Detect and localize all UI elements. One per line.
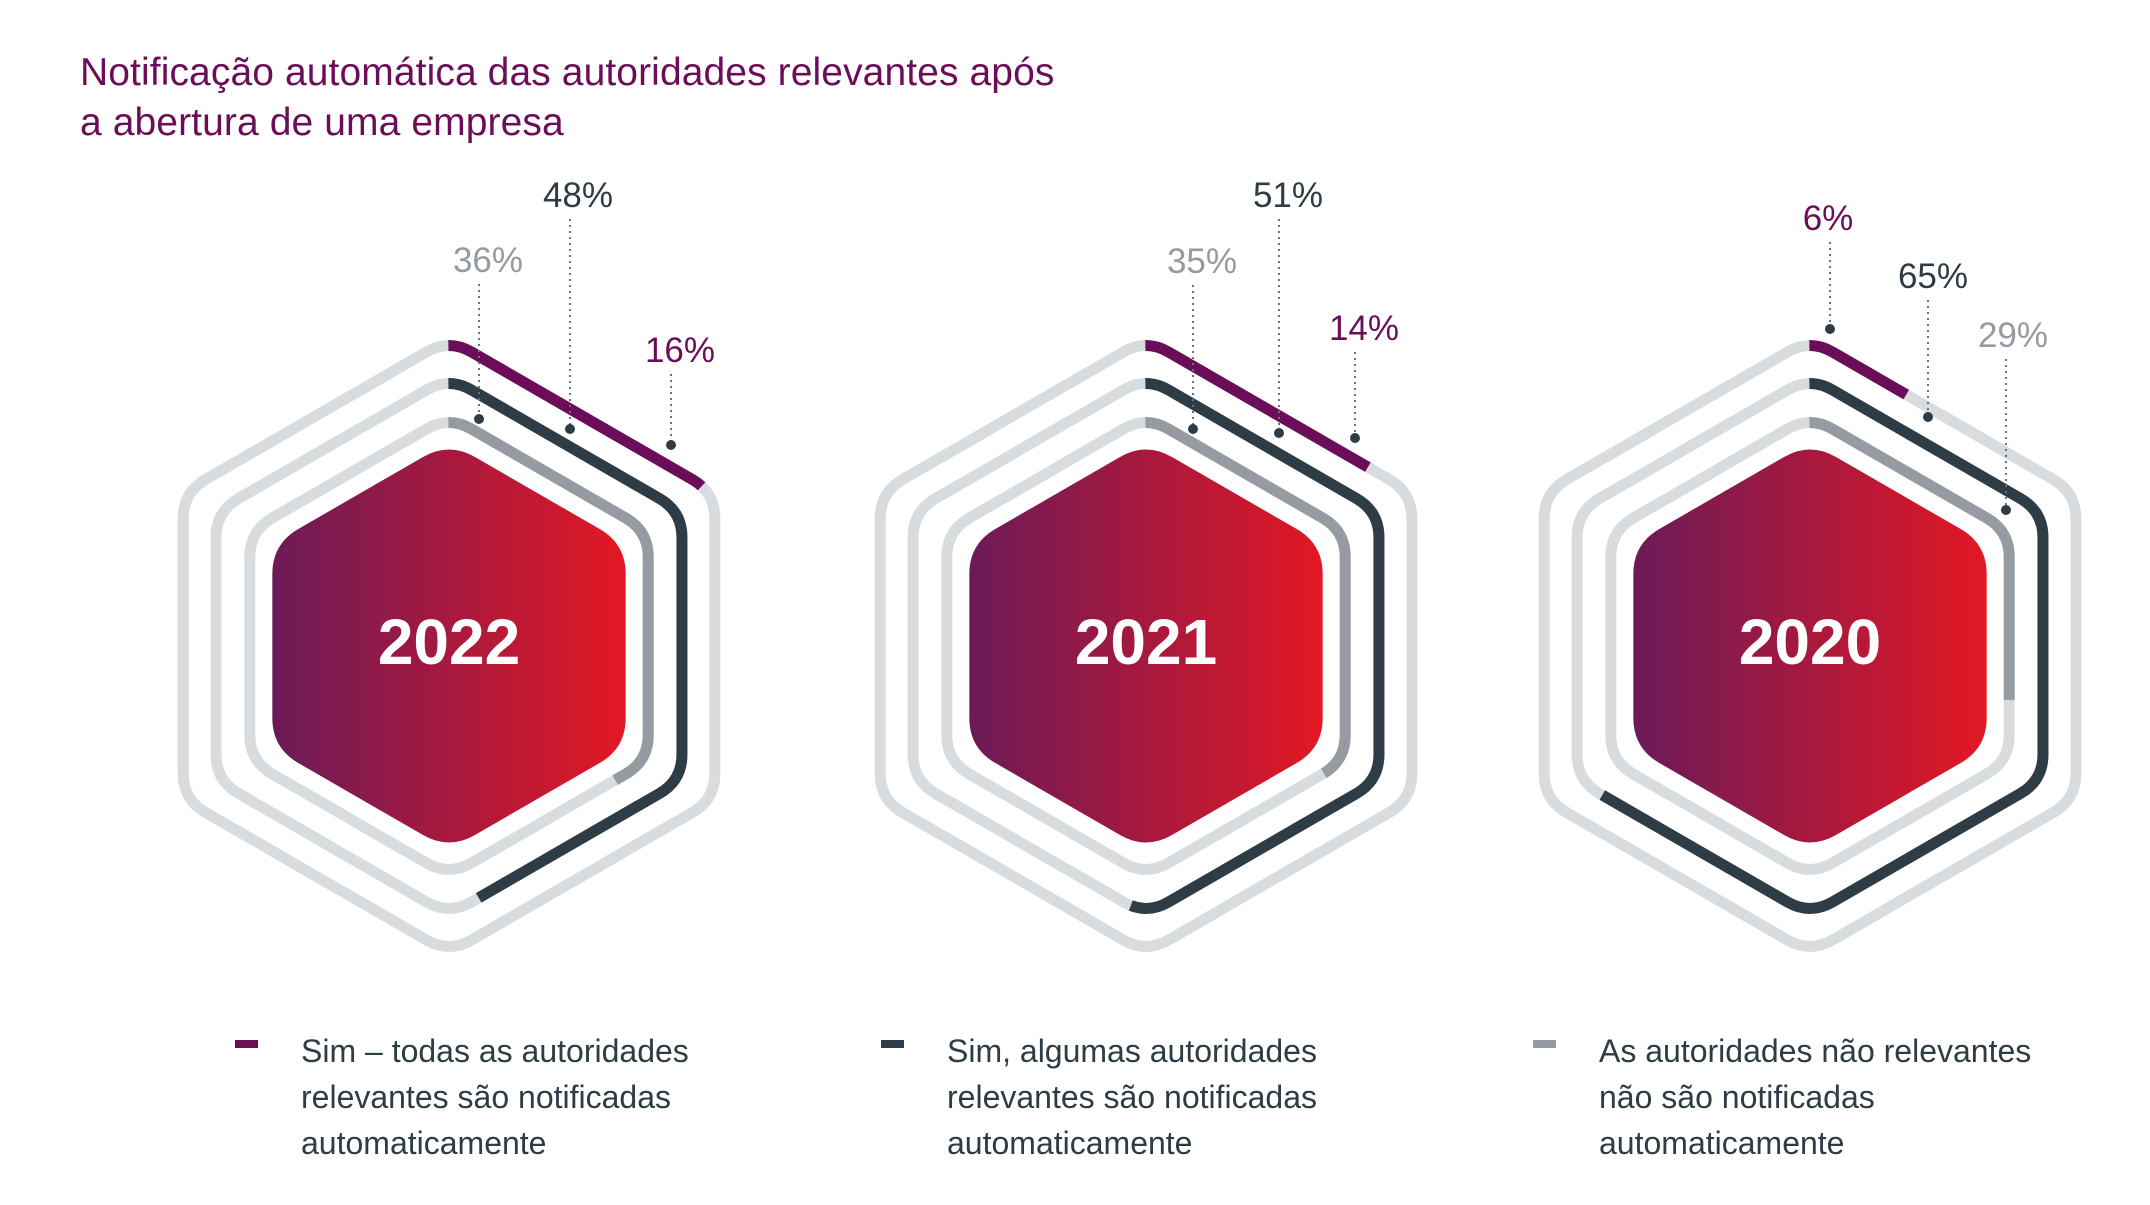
ring-track-all [1538, 340, 2082, 952]
leader-dot [1923, 412, 1933, 422]
chart-title: Notificação automática das autoridades r… [80, 48, 1280, 148]
year-label: 2021 [1075, 606, 1217, 678]
year-hexagon [969, 449, 1323, 843]
legend-text-line: Sim, algumas autoridades [947, 1033, 1317, 1069]
ring-value-all [177, 340, 721, 952]
leader-dot [1188, 424, 1198, 434]
year-label: 2022 [378, 606, 520, 678]
hexagon-panel-2021: 2021 14% 51% 35% [874, 176, 1418, 952]
value-label-all: 6% [1803, 199, 1854, 238]
legend-text-line: automaticamente [1599, 1125, 1845, 1161]
leader-dot [1825, 324, 1835, 334]
ring-value-some [1571, 378, 2049, 914]
ring-value-none [1605, 417, 2015, 875]
value-label-none: 36% [453, 241, 523, 280]
hexagon-panel-2020: 2020 6% 65% 29% [1538, 199, 2082, 952]
legend-marker-gray [1533, 1040, 1556, 1048]
value-label-some: 48% [543, 176, 613, 215]
leader-dot [474, 414, 484, 424]
ring-value-some [907, 378, 1385, 914]
hexagon-panel-2022: 2022 16% 48% 36% [177, 176, 721, 952]
legend-text-line: relevantes são notificadas [947, 1079, 1317, 1115]
leader-dot [2001, 505, 2011, 515]
leader-dot [666, 440, 676, 450]
year-hexagon [1633, 449, 1987, 843]
leader-dot [565, 424, 575, 434]
legend-text-line: As autoridades não relevantes [1599, 1033, 2032, 1069]
ring-value-some [210, 378, 688, 914]
legend-text-line: Sim – todas as autoridades [301, 1033, 689, 1069]
legend-text-line: automaticamente [301, 1125, 547, 1161]
ring-value-none [941, 417, 1351, 875]
value-label-some: 51% [1253, 176, 1323, 215]
legend-text-line: automaticamente [947, 1125, 1193, 1161]
year-hexagon [272, 449, 626, 843]
legend-text-line: relevantes são notificadas [301, 1079, 671, 1115]
leader-dot [1274, 428, 1284, 438]
ring-value-none [244, 417, 654, 875]
year-label: 2020 [1739, 606, 1881, 678]
legend-marker-purple [235, 1040, 258, 1048]
hexagon-chart: 2022 16% 48% 36% 2021 14% 51% 35% 2020 6% 65% 29% [177, 176, 2082, 952]
value-label-some: 65% [1898, 257, 1968, 296]
chart-title-line-2: a abertura de uma empresa [80, 101, 564, 144]
leader-dot [1350, 433, 1360, 443]
value-label-none: 35% [1167, 242, 1237, 281]
value-label-all: 14% [1329, 309, 1399, 348]
legend-text-line: não são notificadas [1599, 1079, 1875, 1115]
chart-title-line-1: Notificação automática das autoridades r… [80, 51, 1055, 94]
value-label-none: 29% [1978, 316, 2048, 355]
legend-marker-dark [881, 1040, 904, 1048]
value-label-all: 16% [645, 331, 715, 370]
ring-track-all [874, 340, 1418, 952]
